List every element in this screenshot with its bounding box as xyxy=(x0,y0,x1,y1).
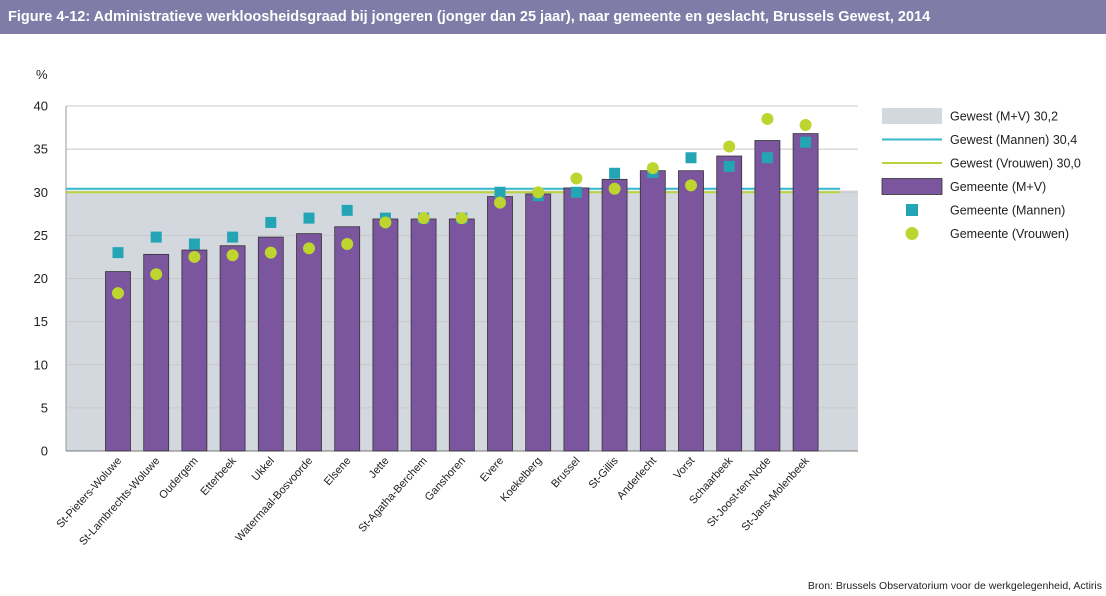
y-tick-label-20: 20 xyxy=(34,271,48,286)
y-ticks: 0 5 10 15 20 25 30 35 40 xyxy=(34,99,48,459)
marker-women-st-lambrechts-woluwe xyxy=(150,268,163,281)
marker-men-brussel xyxy=(570,186,582,198)
bar-vorst xyxy=(678,170,704,452)
bar-ganshoren xyxy=(448,218,475,452)
marker-men-st-joost-ten-node xyxy=(761,152,773,164)
marker-women-st-gillis xyxy=(608,182,621,195)
marker-women-st-pieters-woluwe xyxy=(112,287,124,300)
x-tick-label-etterbeek: Etterbeek xyxy=(198,455,239,498)
y-tick-label-30: 30 xyxy=(34,185,48,200)
bar-ukkel xyxy=(257,236,284,452)
bar-st-gillis xyxy=(601,178,628,452)
bar-chart: % 0 5 10 15 20 25 30 35 40 St-Pieters-WoluweSt-L… xyxy=(34,67,1081,548)
y-axis-label: % xyxy=(36,67,48,82)
bar-elsene xyxy=(334,226,361,452)
marker-men-st-lambrechts-woluwe xyxy=(150,231,162,243)
marker-women-ganshoren xyxy=(455,212,468,225)
x-category-labels: St-Pieters-WoluweSt-Lambrechts-WoluweOud… xyxy=(54,455,812,548)
marker-women-watermaal-bosvoorde xyxy=(303,242,315,255)
marker-women-anderlecht xyxy=(646,162,659,175)
marker-women-elsene xyxy=(341,238,354,250)
bar-brussel xyxy=(563,187,590,452)
x-tick-label-vorst: Vorst xyxy=(672,455,698,482)
bar-st-joost-ten-node xyxy=(754,140,781,452)
bar-schaarbeek xyxy=(716,155,743,452)
marker-women-brussel xyxy=(570,172,583,185)
legend-label-gewest-vrouwen-30-0: Gewest (Vrouwen) 30,0 xyxy=(950,157,1081,171)
marker-women-ukkel xyxy=(264,246,277,259)
marker-women-etterbeek xyxy=(226,249,239,262)
y-tick-label-40: 40 xyxy=(34,99,48,114)
legend-label-gemeente-mannen: Gemeente (Mannen) xyxy=(950,204,1065,218)
marker-men-etterbeek xyxy=(227,231,239,243)
x-tick-label-jette: Jette xyxy=(367,455,392,481)
y-tick-label-10: 10 xyxy=(34,357,48,372)
y-tick-label-5: 5 xyxy=(41,400,48,415)
x-tick-label-elsene: Elsene xyxy=(322,455,353,488)
bar-anderlecht xyxy=(639,170,666,452)
x-tick-label-ukkel: Ukkel xyxy=(250,455,277,483)
y-tick-label-35: 35 xyxy=(34,142,48,157)
marker-men-st-gillis xyxy=(609,167,621,179)
bar-oudergem xyxy=(181,249,208,452)
x-tick-label-watermaal-bosvoorde: Watermaal-Bosvoorde xyxy=(233,455,315,544)
x-tick-label-st-agatha-berchem: St-Agatha-Berchem xyxy=(356,455,430,535)
bar-st-pieters-woluwe xyxy=(105,271,131,452)
bar-koekelberg xyxy=(525,193,552,452)
bar-st-lambrechts-woluwe xyxy=(143,253,170,452)
source-note: Bron: Brussels Observatorium voor de wer… xyxy=(807,580,1102,592)
legend-swatch-gemeente-mannen xyxy=(906,204,918,216)
marker-women-st-jans-molenbeek xyxy=(799,118,812,131)
legend-label-gemeente-vrouwen: Gemeente (Vrouwen) xyxy=(950,227,1069,241)
bar-watermaal-bosvoorde xyxy=(296,233,322,452)
legend: Gewest (M+V) 30,2 Gewest (Mannen) 30,4 Gew… xyxy=(881,108,1081,241)
bars xyxy=(105,133,819,452)
y-tick-label-0: 0 xyxy=(41,444,48,459)
marker-men-ukkel xyxy=(265,216,277,228)
bar-jette xyxy=(372,218,399,452)
reference-lines xyxy=(66,187,840,194)
legend-label-gewest-m-v-30-2: Gewest (M+V) 30,2 xyxy=(950,110,1058,124)
marker-men-elsene xyxy=(341,204,353,216)
legend-swatch-gemeente-vrouwen xyxy=(905,227,919,240)
marker-men-schaarbeek xyxy=(723,160,735,172)
bar-st-agatha-berchem xyxy=(410,218,437,452)
marker-men-vorst xyxy=(685,152,697,164)
legend-label-gemeente-m-v: Gemeente (M+V) xyxy=(950,180,1046,194)
bar-st-jans-molenbeek xyxy=(792,133,819,452)
marker-women-schaarbeek xyxy=(723,140,736,153)
y-tick-label-25: 25 xyxy=(34,228,48,243)
x-tick-label-st-pieters-woluwe: St-Pieters-Woluwe xyxy=(54,455,124,531)
marker-women-koekelberg xyxy=(532,186,545,199)
figure-title: Figure 4-12: Administratieve werklooshei… xyxy=(0,0,1106,34)
marker-women-oudergem xyxy=(188,250,201,263)
marker-men-evere xyxy=(494,186,506,198)
markers xyxy=(112,112,812,300)
marker-women-evere xyxy=(494,196,506,209)
x-tick-label-ganshoren: Ganshoren xyxy=(423,455,468,503)
legend-swatch-gemeente-m-v xyxy=(881,178,943,195)
x-tick-label-anderlecht: Anderlecht xyxy=(615,455,659,502)
marker-men-oudergem xyxy=(188,238,200,250)
x-tick-label-brussel: Brussel xyxy=(549,455,582,490)
bar-evere xyxy=(487,196,513,452)
legend-label-gewest-mannen-30-4: Gewest (Mannen) 30,4 xyxy=(950,133,1077,147)
marker-women-st-agatha-berchem xyxy=(417,212,430,225)
marker-women-jette xyxy=(379,216,392,229)
x-tick-label-evere: Evere xyxy=(478,455,506,484)
marker-women-vorst xyxy=(685,179,697,192)
y-tick-label-15: 15 xyxy=(34,314,48,329)
marker-men-st-pieters-woluwe xyxy=(112,247,124,259)
x-tick-label-oudergem: Oudergem xyxy=(157,455,201,502)
x-tick-label-st-lambrechts-woluwe: St-Lambrechts-Woluwe xyxy=(77,455,162,548)
bar-etterbeek xyxy=(219,245,246,452)
x-tick-label-st-gillis: St-Gillis xyxy=(587,455,622,492)
marker-women-st-joost-ten-node xyxy=(761,112,774,125)
x-tick-label-st-jans-molenbeek: St-Jans-Molenbeek xyxy=(739,455,812,534)
legend-swatch-gewest-m-v-30-2 xyxy=(882,108,942,124)
marker-men-watermaal-bosvoorde xyxy=(303,212,315,224)
marker-men-st-jans-molenbeek xyxy=(800,136,812,148)
